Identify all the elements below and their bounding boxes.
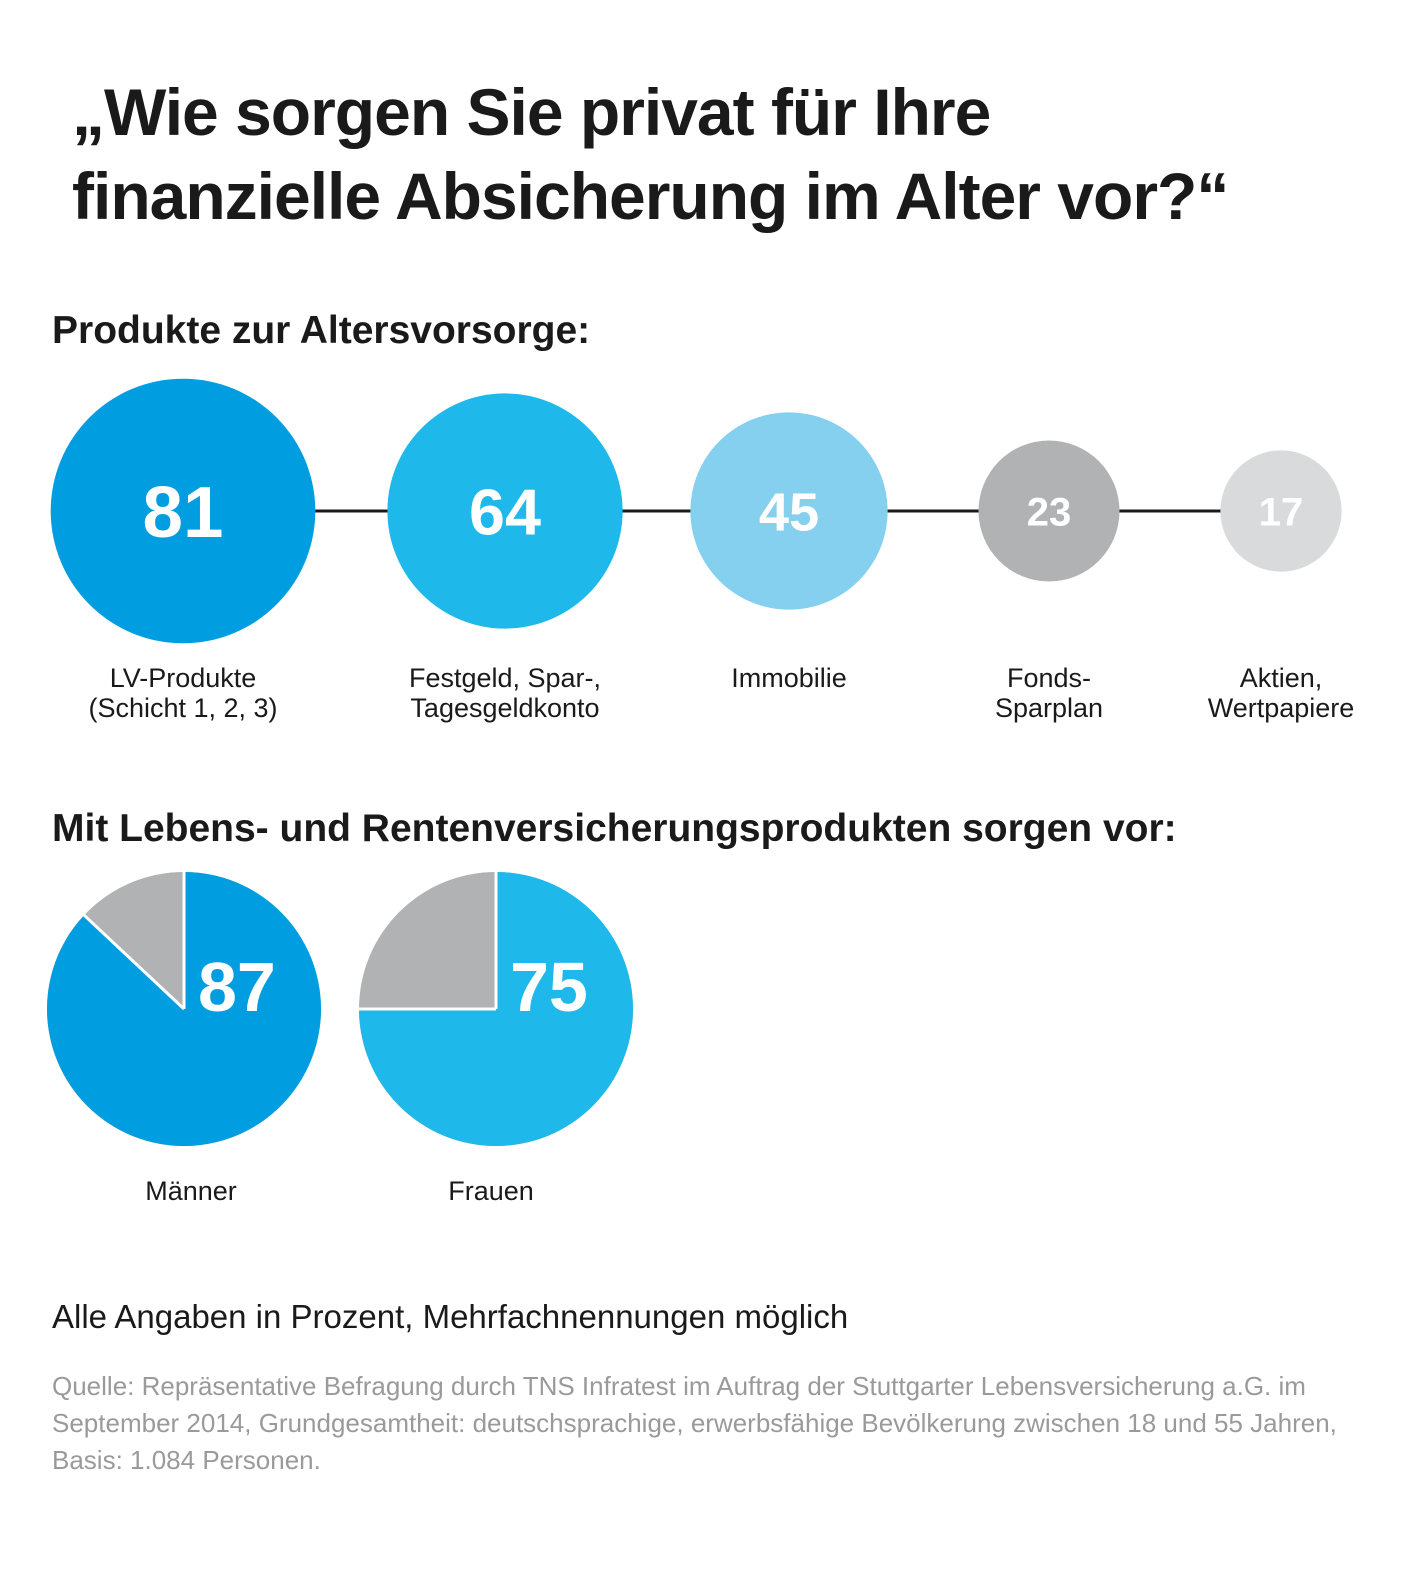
bubble-label-1: LV-Produkte (Schicht 1, 2, 3) xyxy=(63,663,303,723)
bubble-label-line: LV-Produkte xyxy=(109,663,257,693)
title-line-2: finanzielle Absicherung im Alter vor?“ xyxy=(72,159,1229,233)
bubble-1 xyxy=(50,378,316,644)
pie-value-1: 87 xyxy=(198,948,276,1026)
bubble-label-line: Wertpapiere xyxy=(1207,693,1355,723)
pie-label-1: Männer xyxy=(145,1176,237,1206)
bubble-5 xyxy=(1220,450,1342,572)
bubble-label-4: Fonds- Sparplan xyxy=(929,663,1169,723)
bubble-label-line: Immobilie xyxy=(731,663,847,693)
pie-separator xyxy=(83,914,186,1011)
bubble-value-4: 23 xyxy=(1027,490,1072,534)
bubble-4 xyxy=(978,440,1120,582)
bubble-chart: 81 64 45 23 17 xyxy=(50,378,1342,644)
bubble-label-5: Aktien, Wertpapiere xyxy=(1161,663,1401,723)
bubble-label-line: Festgeld, Spar-, xyxy=(408,663,602,693)
note-text: Alle Angaben in Prozent, Mehrfachnennung… xyxy=(52,1298,849,1335)
bubble-value-1: 81 xyxy=(143,472,224,553)
bubble-value-2: 64 xyxy=(469,475,541,548)
bubble-label-line: (Schicht 1, 2, 3) xyxy=(88,693,278,723)
bubble-label-2: Festgeld, Spar-, Tagesgeldkonto xyxy=(385,663,625,723)
pie-chart: 87 75 xyxy=(46,872,633,1146)
bubble-label-line: Aktien, xyxy=(1239,663,1323,693)
bubble-value-3: 45 xyxy=(759,483,819,543)
bubble-label-line: Fonds- xyxy=(1006,663,1092,693)
section-title-lv-products: Mit Lebens- und Rentenversicherungsprodu… xyxy=(52,807,1177,850)
source-text: Quelle: Repräsentative Befragung durch T… xyxy=(52,1371,1337,1475)
pie-value-2: 75 xyxy=(510,948,588,1026)
pie-label-2: Frauen xyxy=(448,1176,534,1206)
bubble-value-5: 17 xyxy=(1259,490,1304,534)
bubble-2 xyxy=(387,393,623,629)
bubble-label-3: Immobilie xyxy=(669,663,909,693)
bubble-label-line: Sparplan xyxy=(994,693,1104,723)
bubble-label-line: Tagesgeldkonto xyxy=(410,693,600,723)
bubble-3 xyxy=(690,412,888,610)
page-title: „Wie sorgen Sie privat für Ihre finanzie… xyxy=(72,70,1372,238)
title-line-1: „Wie sorgen Sie privat für Ihre xyxy=(72,75,991,149)
section-title-products: Produkte zur Altersvorsorge: xyxy=(52,309,591,352)
